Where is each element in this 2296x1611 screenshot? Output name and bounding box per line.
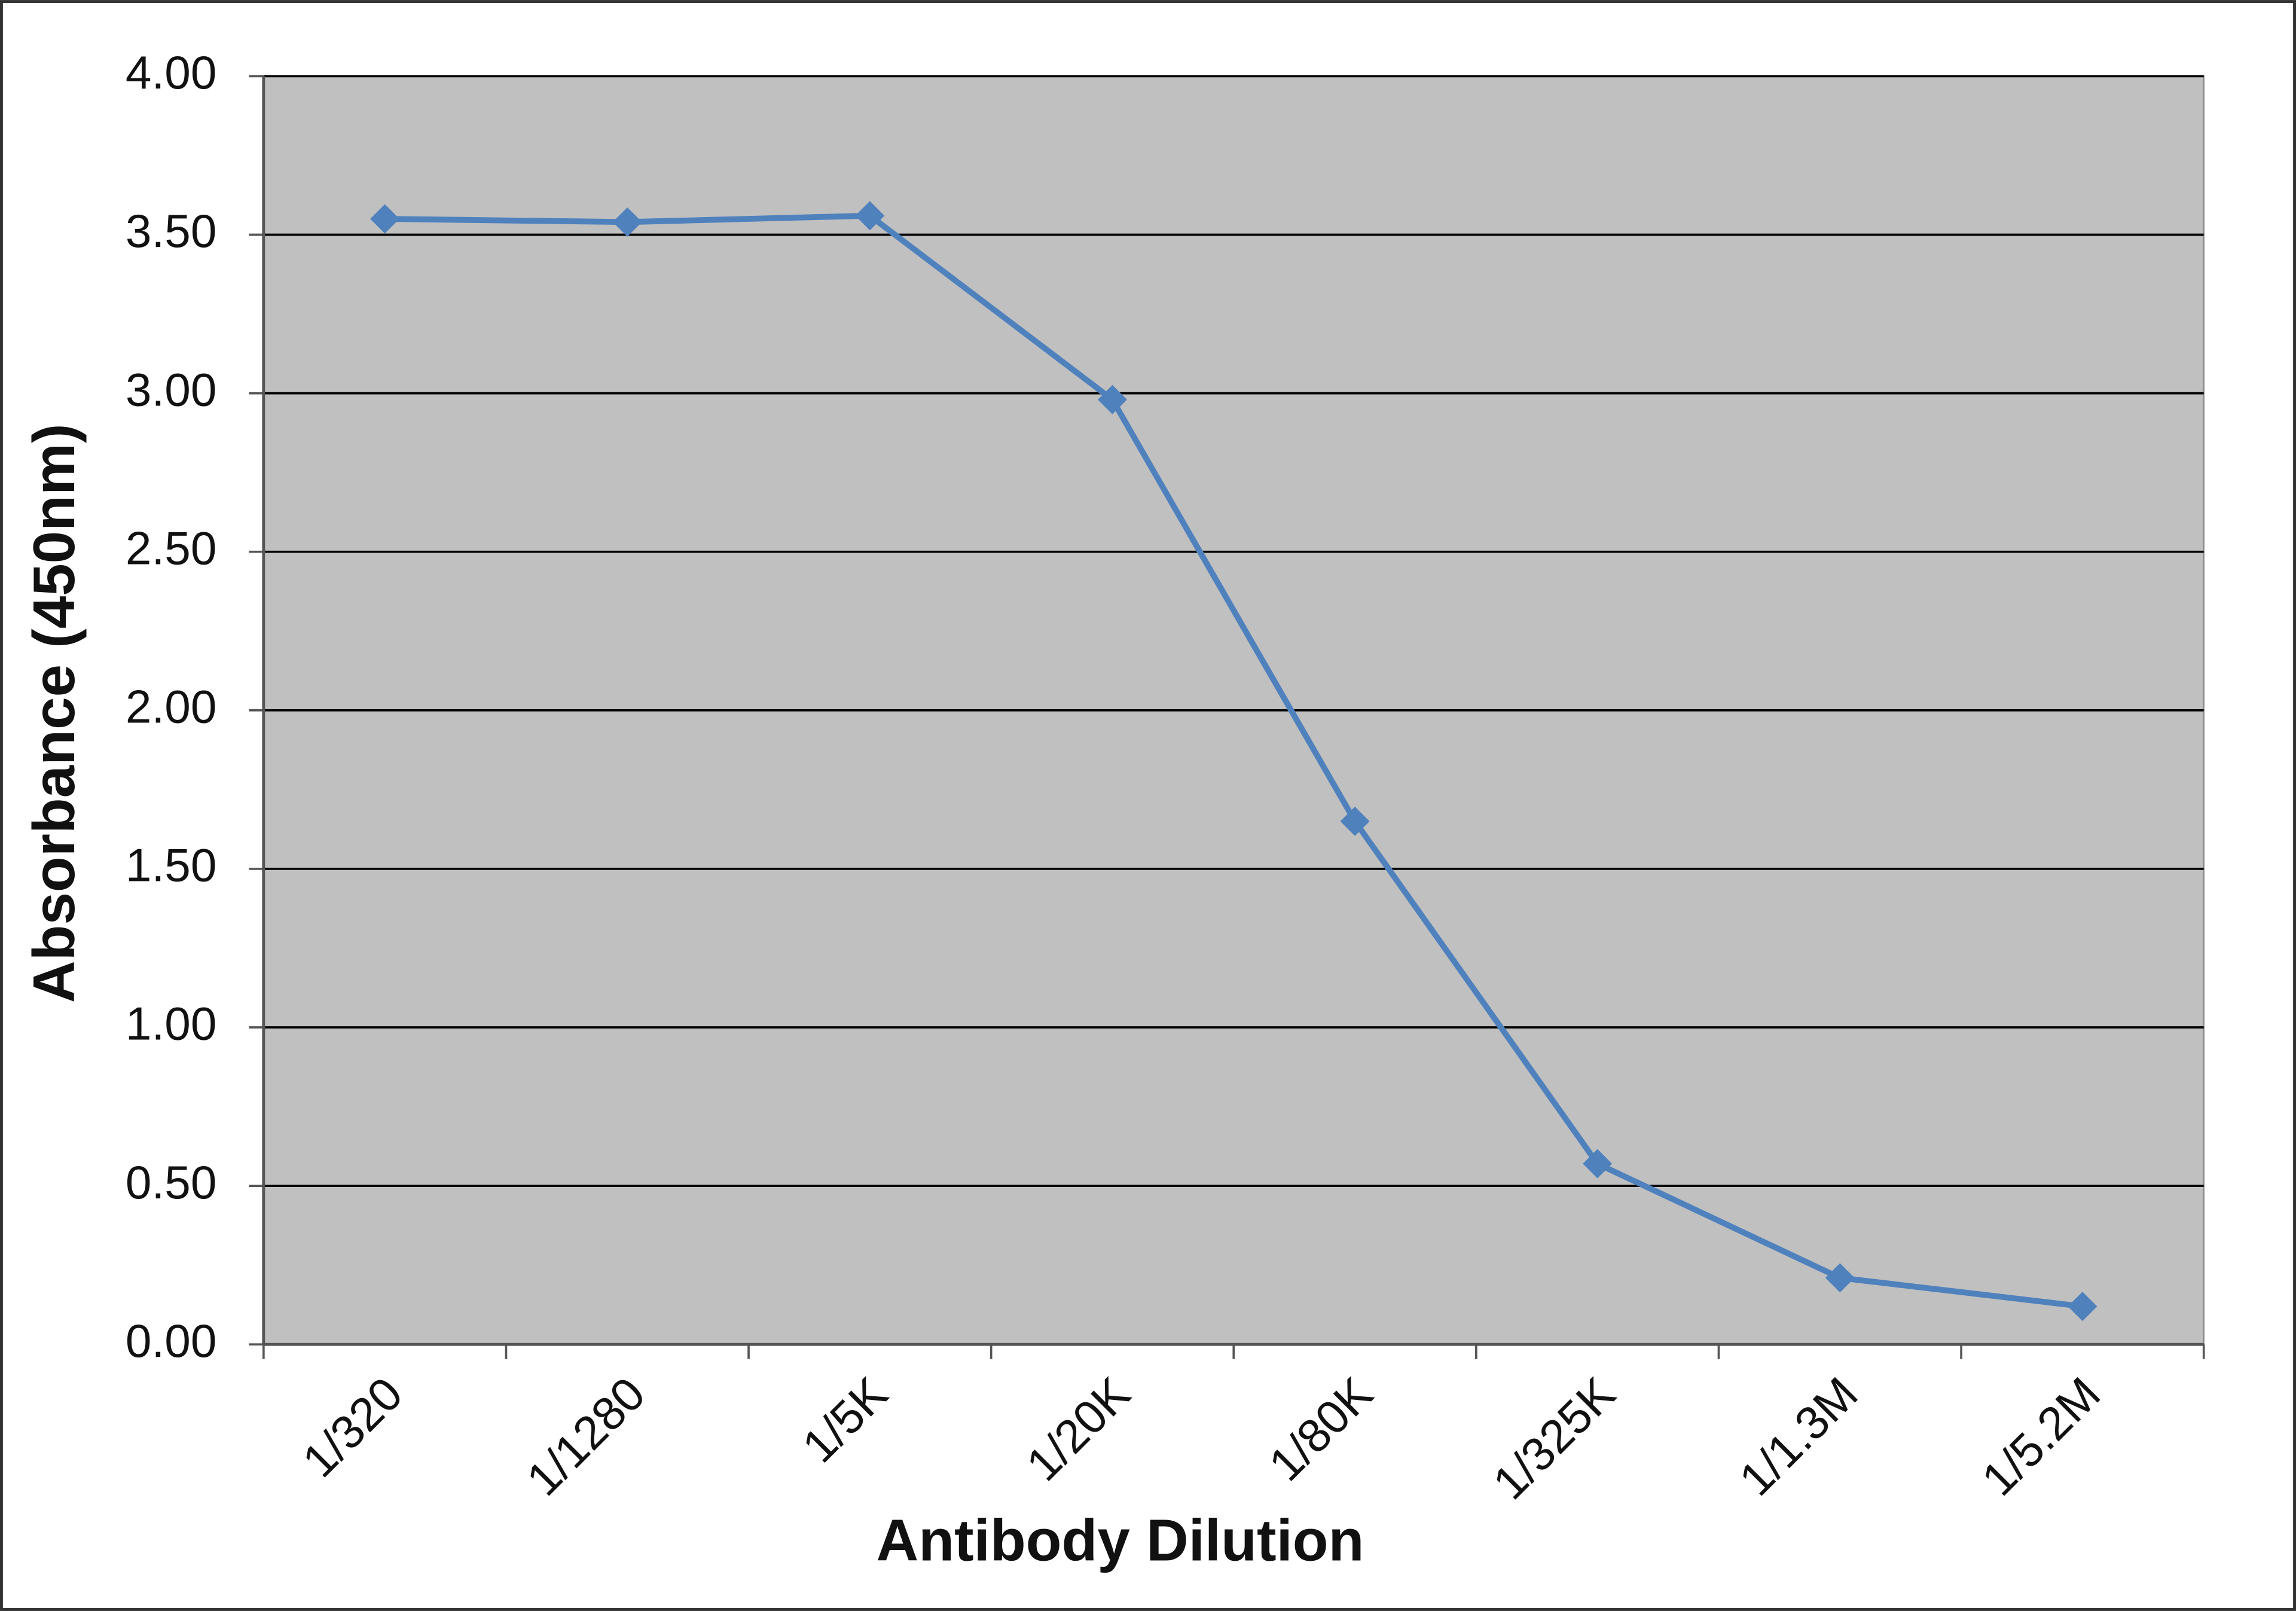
y-tick-label: 2.50 xyxy=(126,521,217,574)
y-tick-label: 0.00 xyxy=(126,1314,217,1367)
data-line xyxy=(384,212,2083,1310)
y-tick-label: 3.50 xyxy=(126,205,217,257)
x-axis-title: Antibody Dilution xyxy=(876,1508,1364,1573)
y-tick-label: 3.00 xyxy=(126,363,217,416)
data-marker xyxy=(1583,1149,1613,1179)
y-tick-label: 0.50 xyxy=(126,1156,217,1209)
y-tick-label: 1.00 xyxy=(126,997,217,1050)
data-marker xyxy=(1097,385,1127,414)
y-tick-label: 4.00 xyxy=(126,46,217,99)
y-axis-title: Absorbance (450nm) xyxy=(21,423,87,1003)
data-marker xyxy=(370,204,400,234)
data-marker xyxy=(2068,1292,2097,1322)
y-tick-label: 1.50 xyxy=(126,839,217,892)
y-tick-label: 2.00 xyxy=(126,681,217,733)
data-marker xyxy=(1825,1263,1855,1293)
